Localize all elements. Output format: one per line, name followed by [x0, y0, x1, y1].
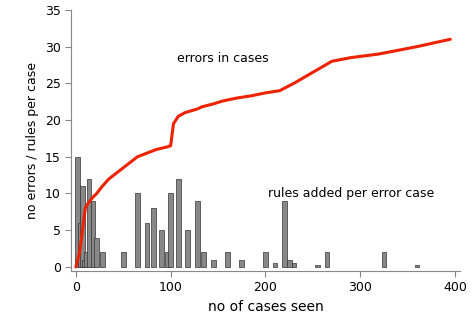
- X-axis label: no of cases seen: no of cases seen: [208, 300, 323, 313]
- Bar: [165, 252, 170, 267]
- Bar: [82, 260, 87, 267]
- Bar: [225, 252, 230, 267]
- Bar: [94, 238, 99, 267]
- Text: rules added per error case: rules added per error case: [268, 187, 434, 200]
- Bar: [195, 201, 200, 267]
- Bar: [282, 201, 287, 267]
- Bar: [121, 252, 126, 267]
- Bar: [100, 252, 105, 267]
- Bar: [325, 252, 329, 267]
- Bar: [84, 252, 89, 267]
- Bar: [151, 208, 156, 267]
- Y-axis label: no errors / rules per case: no errors / rules per case: [26, 62, 39, 219]
- Bar: [185, 230, 190, 267]
- Bar: [80, 186, 85, 267]
- Bar: [415, 265, 419, 267]
- Bar: [287, 260, 292, 267]
- Bar: [176, 179, 181, 267]
- Bar: [78, 223, 83, 267]
- Bar: [168, 193, 173, 267]
- Bar: [75, 157, 80, 267]
- Bar: [382, 252, 386, 267]
- Bar: [91, 201, 95, 267]
- Bar: [211, 260, 216, 267]
- Bar: [87, 179, 91, 267]
- Bar: [239, 260, 244, 267]
- Bar: [145, 223, 149, 267]
- Bar: [135, 193, 140, 267]
- Bar: [315, 265, 320, 267]
- Bar: [201, 252, 206, 267]
- Bar: [159, 230, 164, 267]
- Text: errors in cases: errors in cases: [177, 52, 269, 65]
- Bar: [292, 263, 296, 267]
- Bar: [263, 252, 268, 267]
- Bar: [273, 263, 277, 267]
